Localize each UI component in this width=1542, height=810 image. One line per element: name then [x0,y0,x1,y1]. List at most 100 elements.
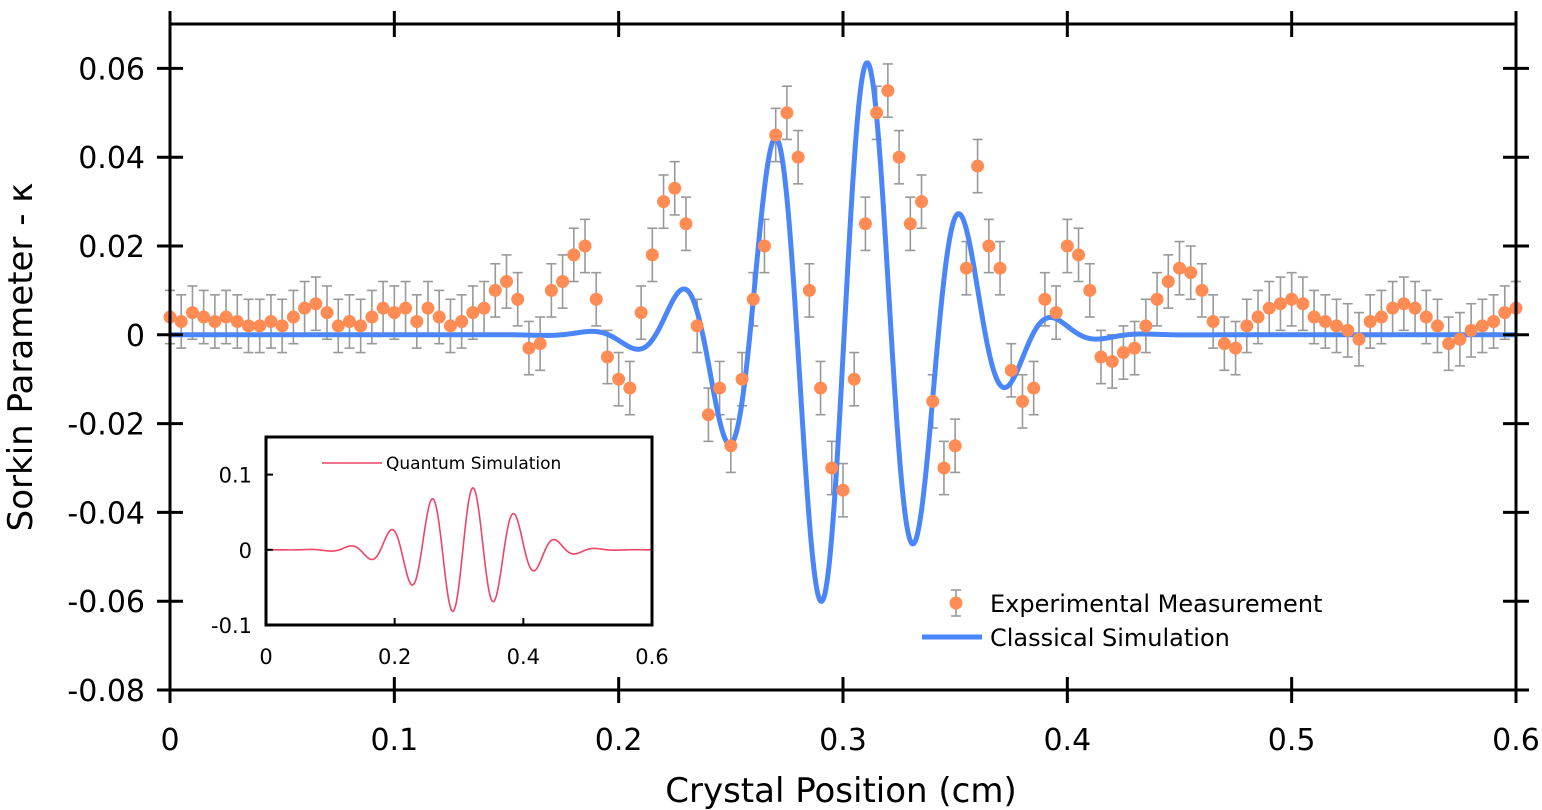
main-legend: Experimental Measurement Classical Simula… [922,589,1322,652]
experimental-point [1285,292,1299,306]
inset-y-tick-label: 0 [239,539,252,563]
x-tick-label: 0 [160,723,179,758]
experimental-point [1419,310,1433,324]
experimental-point [1430,319,1444,333]
experimental-point [1251,310,1265,324]
inset-x-tick-label: 0.6 [635,645,668,669]
inset-legend-entry: Quantum Simulation [322,454,561,474]
experimental-point [387,306,401,320]
experimental-point [623,381,637,395]
experimental-point [443,319,457,333]
legend-entry-classical: Classical Simulation [922,624,1230,652]
experimental-point [892,150,906,164]
experimental-point [253,319,267,333]
experimental-point [354,319,368,333]
experimental-point [477,301,491,315]
experimental-point [1229,341,1243,355]
experimental-point [791,150,805,164]
experimental-point [1453,332,1467,346]
experimental-point [1038,292,1052,306]
experimental-point [1374,310,1388,324]
experimental-point [511,292,525,306]
experimental-point [1318,314,1332,328]
y-tick-label: -0.08 [67,674,145,709]
experimental-point [1116,346,1130,360]
y-tick-label: -0.02 [67,408,145,443]
experimental-point [1049,306,1063,320]
experimental-point [1341,323,1355,337]
experimental-point [1352,332,1366,346]
experimental-point [1475,319,1489,333]
x-tick-label: 0.1 [370,723,418,758]
experimental-point [993,261,1007,275]
experimental-point [275,319,289,333]
y-tick-label: 0.06 [78,52,145,87]
experimental-point [825,461,839,475]
experimental-point [589,292,603,306]
experimental-point [870,106,884,120]
x-axis-label: Crystal Position (cm) [665,771,1017,810]
experimental-point [1173,261,1186,275]
experimental-point [1397,297,1411,311]
experimental-point [724,439,738,453]
experimental-point [713,381,727,395]
x-tick-label: 0.2 [595,723,643,758]
experimental-point [1262,301,1276,315]
experimental-point [399,301,413,315]
experimental-point [578,239,592,253]
inset-y-tick-label: -0.1 [211,614,252,638]
experimental-point [836,483,850,497]
experimental-point [208,314,222,328]
inset-frame [264,435,654,627]
experimental-point [421,301,435,315]
experimental-point [1072,248,1086,262]
experimental-point [197,310,211,324]
experimental-point [1184,266,1198,280]
experimental-point [432,310,446,324]
experimental-point [1273,297,1287,311]
experimental-point [1217,337,1231,351]
experimental-point [814,381,828,395]
y-tick-label: -0.04 [67,496,145,531]
experimental-point [522,341,536,355]
experimental-point [455,314,469,328]
experimental-point [1240,319,1254,333]
experimental-point [309,297,323,311]
experimental-point [982,239,996,253]
experimental-point [746,292,760,306]
experimental-point [298,301,312,315]
experimental-point [1004,363,1018,377]
experimental-point [612,372,626,386]
inset-legend-label: Quantum Simulation [386,454,561,474]
experimental-point [242,319,256,333]
experimental-point [1408,301,1422,315]
experimental-point [1296,297,1310,311]
experimental-point [331,319,345,333]
inset-x-tick-label: 0.2 [378,645,411,669]
experimental-point [668,181,682,195]
experimental-point [881,84,895,98]
experimental-point [286,310,300,324]
x-tick-label: 0.4 [1043,723,1091,758]
experimental-point [264,314,278,328]
experimental-point [858,217,872,231]
legend-entry-experimental: Experimental Measurement [949,589,1322,618]
experimental-point [915,195,929,209]
experimental-point [959,261,973,275]
inset-y-tick-label: 0.1 [219,464,252,488]
experimental-point [645,248,659,262]
experimental-point [1083,283,1097,297]
experimental-point [230,314,244,328]
experimental-point [690,319,704,333]
experimental-point [1094,350,1108,364]
inset-x-tick-label: 0.4 [507,645,540,669]
experimental-point [365,310,379,324]
experimental-point [1195,283,1209,297]
experimental-point [971,159,985,173]
experimental-point [701,408,715,422]
classical-simulation-line-group [168,60,1518,604]
y-tick-label: 0.02 [78,230,145,265]
experimental-point [1363,314,1377,328]
legend-label-experimental: Experimental Measurement [990,590,1322,618]
